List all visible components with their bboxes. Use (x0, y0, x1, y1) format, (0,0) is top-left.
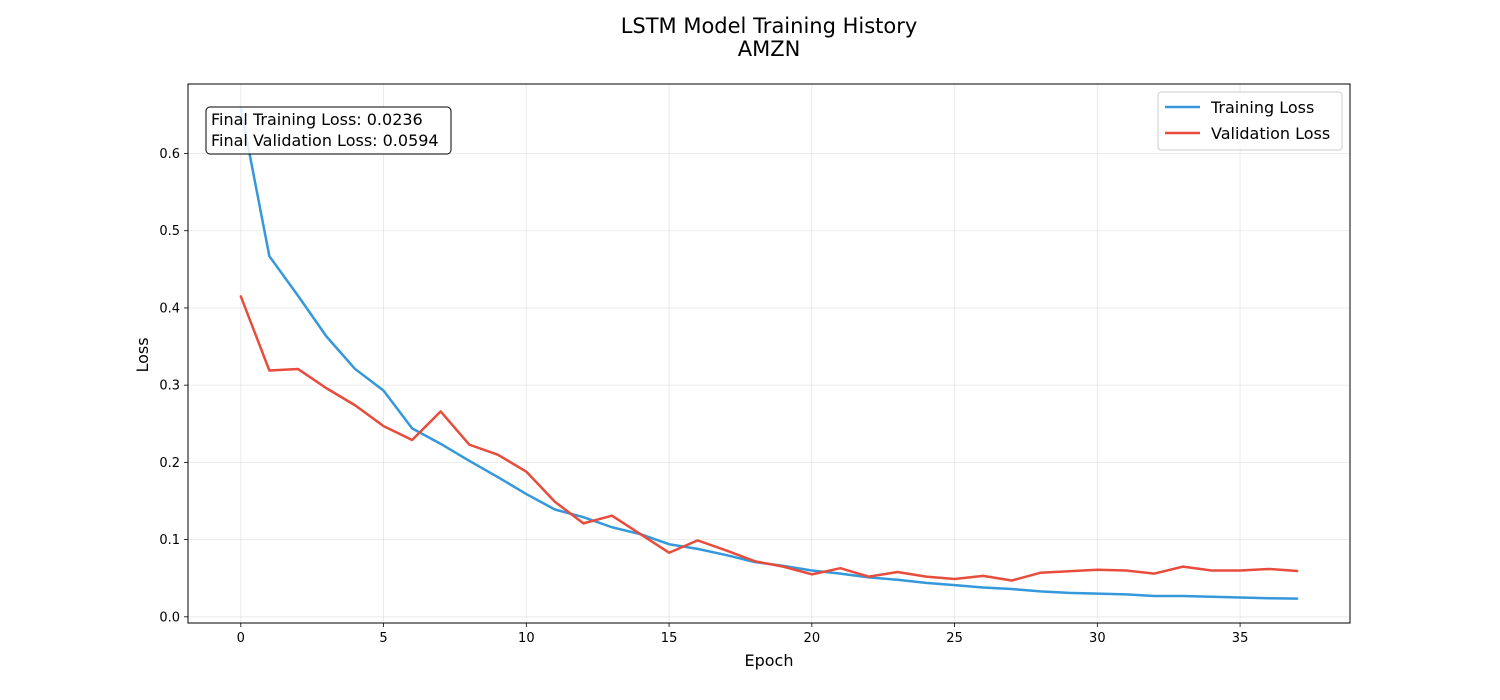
x-tick-label: 0 (237, 631, 245, 646)
chart-subtitle: AMZN (738, 37, 801, 61)
legend-label-training-loss: Training Loss (1210, 98, 1314, 117)
series-line-validation-loss (239, 295, 1299, 582)
plot-area-frame (187, 83, 1351, 624)
legend-label-validation-loss: Validation Loss (1211, 124, 1330, 143)
x-tick-label: 25 (946, 631, 963, 646)
final-loss-annotation: Final Training Loss: 0.0236 Final Valida… (205, 106, 452, 155)
x-tick-label: 10 (518, 631, 535, 646)
x-axis: 0 5 10 15 20 25 30 35 (237, 623, 1249, 646)
y-tick-label: 0.2 (159, 456, 180, 471)
annotation-final-training-loss: Final Training Loss: 0.0236 (211, 110, 423, 129)
series-lines (239, 107, 1299, 600)
y-axis: 0.0 0.1 0.2 0.3 0.4 0.5 0.6 (159, 147, 188, 625)
x-tick-label: 35 (1232, 631, 1249, 646)
y-tick-label: 0.3 (159, 379, 180, 394)
x-tick-label: 30 (1089, 631, 1106, 646)
legend: Training Loss Validation Loss (1157, 91, 1343, 151)
annotation-box (205, 106, 452, 155)
series-line-training-loss (239, 107, 1299, 600)
x-tick-label: 15 (661, 631, 678, 646)
y-tick-label: 0.5 (159, 224, 180, 239)
y-tick-label: 0.4 (159, 301, 180, 316)
legend-box (1157, 91, 1343, 151)
y-axis-label: Loss (133, 337, 152, 372)
annotation-final-validation-loss: Final Validation Loss: 0.0594 (211, 131, 439, 150)
y-tick-label: 0.1 (159, 533, 180, 548)
x-tick-label: 5 (379, 631, 387, 646)
grid-lines (188, 84, 1350, 623)
chart-title: LSTM Model Training History (621, 14, 918, 38)
y-tick-label: 0.6 (159, 147, 180, 162)
x-tick-label: 20 (804, 631, 821, 646)
y-tick-label: 0.0 (159, 610, 180, 625)
x-axis-label: Epoch (745, 651, 794, 670)
